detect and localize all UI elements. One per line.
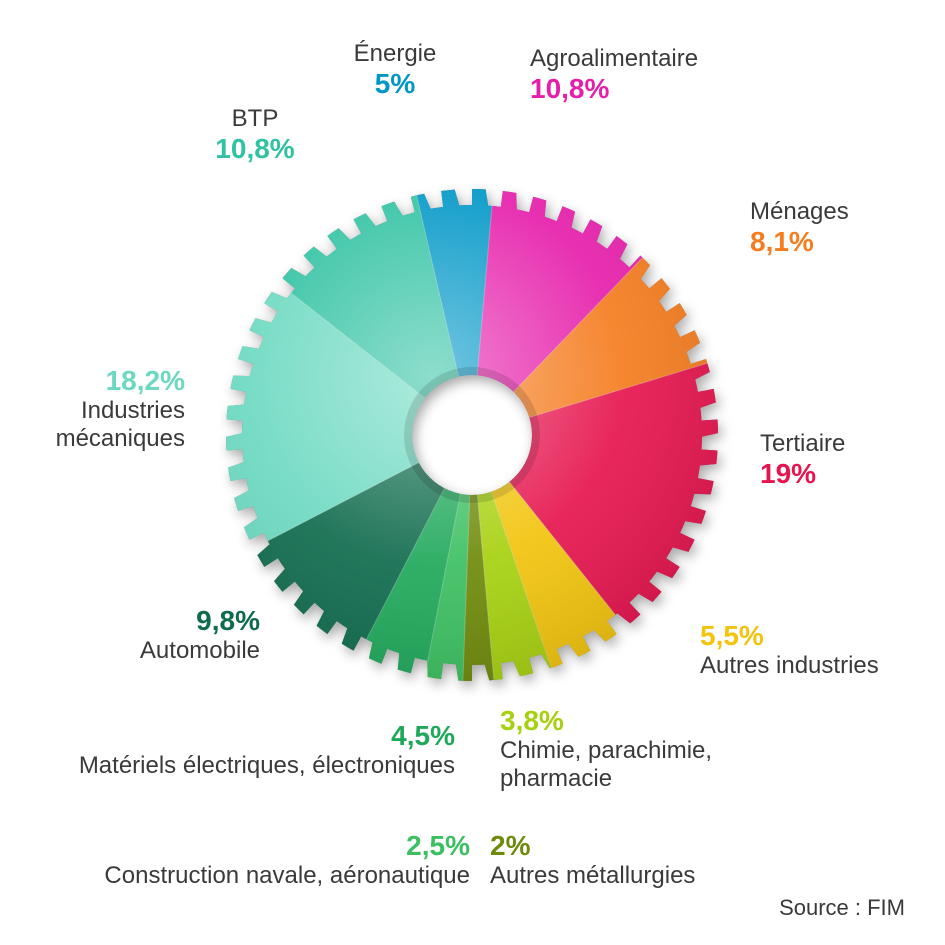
slice-pct: 9,8%: [140, 605, 260, 637]
slice-text: Autres métallurgies: [490, 862, 695, 890]
slice-pct: 2,5%: [104, 830, 470, 862]
slice-text: Industries mécaniques: [56, 397, 185, 452]
slice-pct: 10,8%: [215, 133, 294, 165]
slice-pct: 2%: [490, 830, 695, 862]
slice-label: 2%Autres métallurgies: [490, 830, 695, 890]
slice-text: Énergie: [354, 40, 437, 68]
slice-label: Tertiaire19%: [760, 430, 845, 490]
slice-text: Automobile: [140, 637, 260, 665]
slice-pct: 8,1%: [750, 226, 849, 258]
slice-label: Ménages8,1%: [750, 198, 849, 258]
slice-label: 4,5%Matériels électriques, électroniques: [79, 720, 455, 780]
slice-label: 9,8%Automobile: [140, 605, 260, 665]
slice-pct: 19%: [760, 458, 845, 490]
slice-pct: 18,2%: [56, 365, 185, 397]
source-text: Source : FIM: [779, 895, 905, 920]
slice-pct: 4,5%: [79, 720, 455, 752]
slice-pct: 5%: [354, 68, 437, 100]
slice-label: 3,8%Chimie, parachimie, pharmacie: [500, 705, 712, 792]
slice-label: 18,2%Industries mécaniques: [56, 365, 185, 452]
slice-text: Construction navale, aéronautique: [104, 862, 470, 890]
slice-text: Matériels électriques, électroniques: [79, 752, 455, 780]
slice-pct: 3,8%: [500, 705, 712, 737]
slice-label: Énergie5%: [354, 40, 437, 100]
slice-text: Tertiaire: [760, 430, 845, 458]
slice-label: BTP10,8%: [215, 105, 294, 165]
slice-pct: 5,5%: [700, 620, 879, 652]
slice-text: Autres industries: [700, 652, 879, 680]
slice-pct: 10,8%: [530, 73, 698, 105]
slice-label: 2,5%Construction navale, aéronautique: [104, 830, 470, 890]
slice-text: Chimie, parachimie, pharmacie: [500, 737, 712, 792]
slice-label: Agroalimentaire10,8%: [530, 45, 698, 105]
slice-text: Ménages: [750, 198, 849, 226]
slice-text: Agroalimentaire: [530, 45, 698, 73]
slice-text: BTP: [215, 105, 294, 133]
slice-label: 5,5%Autres industries: [700, 620, 879, 680]
